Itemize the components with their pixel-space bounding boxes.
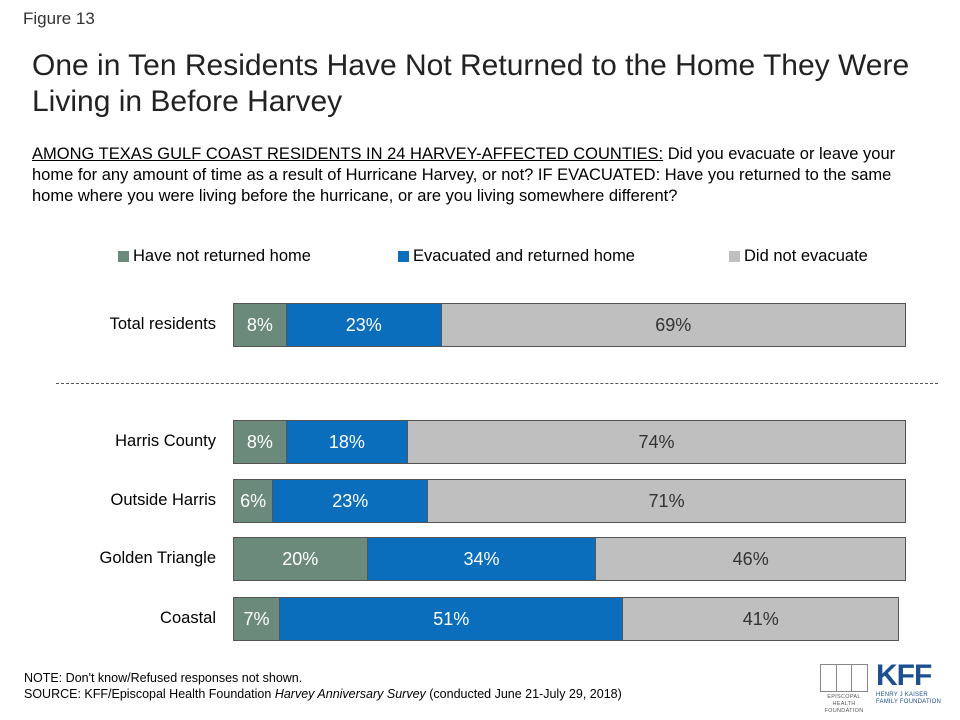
bar-segment-total-residents-not-evacuated: 69% bbox=[441, 303, 906, 347]
bar-total-residents: 8% 23% 69% bbox=[233, 303, 906, 347]
question-lead: AMONG TEXAS GULF COAST RESIDENTS IN 24 H… bbox=[32, 145, 664, 163]
legend-label-returned: Evacuated and returned home bbox=[413, 247, 635, 265]
bar-segment-golden-triangle-not-evacuated: 46% bbox=[596, 537, 906, 581]
bar-outside-harris: 6% 23% 71% bbox=[233, 479, 906, 523]
legend-item-not-evacuated: Did not evacuate bbox=[729, 247, 868, 266]
section-divider bbox=[56, 383, 938, 384]
bar-segment-outside-harris-not-evacuated: 71% bbox=[428, 479, 906, 523]
legend-swatch-not-returned bbox=[118, 251, 129, 262]
question-text: AMONG TEXAS GULF COAST RESIDENTS IN 24 H… bbox=[32, 144, 932, 207]
row-label-harris-county: Harris County bbox=[115, 432, 216, 450]
kff-logo: KFF HENRY J KAISER FAMILY FOUNDATION bbox=[876, 660, 948, 706]
bar-segment-coastal-not-evacuated: 41% bbox=[623, 597, 900, 641]
ehf-logo: EPISCOPAL HEALTH FOUNDATION bbox=[818, 664, 870, 714]
legend-swatch-not-evacuated bbox=[729, 251, 740, 262]
bar-segment-total-residents-returned: 23% bbox=[286, 303, 442, 347]
figure-label: Figure 13 bbox=[23, 9, 95, 28]
bar-segment-total-residents-not-returned: 8% bbox=[233, 303, 287, 347]
bar-segment-harris-county-not-returned: 8% bbox=[233, 420, 287, 464]
ehf-logo-mark bbox=[820, 664, 868, 692]
source-title: Harvey Anniversary Survey bbox=[274, 687, 426, 701]
chart-title: One in Ten Residents Have Not Returned t… bbox=[32, 49, 910, 118]
source-suffix: (conducted June 21-July 29, 2018) bbox=[425, 687, 622, 701]
legend-label-not-returned: Have not returned home bbox=[133, 247, 311, 265]
ehf-logo-text: EPISCOPAL HEALTH FOUNDATION bbox=[824, 694, 864, 714]
bar-segment-harris-county-not-evacuated: 74% bbox=[407, 420, 906, 464]
question-body: Did you evacuate or leave your home for … bbox=[32, 145, 896, 205]
bar-segment-golden-triangle-returned: 34% bbox=[367, 537, 597, 581]
bar-segment-golden-triangle-not-returned: 20% bbox=[233, 537, 368, 581]
bar-segment-outside-harris-not-returned: 6% bbox=[233, 479, 274, 523]
bar-segment-coastal-returned: 51% bbox=[280, 597, 624, 641]
bar-segment-outside-harris-returned: 23% bbox=[273, 479, 429, 523]
legend-item-not-returned: Have not returned home bbox=[118, 247, 311, 266]
row-label-outside-harris: Outside Harris bbox=[110, 491, 216, 509]
row-label-coastal: Coastal bbox=[160, 609, 216, 627]
footnote: NOTE: Don't know/Refused responses not s… bbox=[24, 670, 622, 702]
bar-harris-county: 8% 18% 74% bbox=[233, 420, 906, 464]
bar-segment-coastal-not-returned: 7% bbox=[233, 597, 281, 641]
source-text: SOURCE: KFF/Episcopal Health Foundation … bbox=[24, 686, 622, 702]
source-prefix: SOURCE: KFF/Episcopal Health Foundation bbox=[24, 687, 275, 701]
bar-golden-triangle: 20% 34% 46% bbox=[233, 537, 906, 581]
note-text: NOTE: Don't know/Refused responses not s… bbox=[24, 671, 303, 685]
row-label-golden-triangle: Golden Triangle bbox=[99, 549, 217, 567]
bar-coastal: 7% 51% 41% bbox=[233, 597, 900, 641]
kff-logo-mark: KFF bbox=[876, 659, 932, 692]
row-label-total-residents: Total residents bbox=[109, 315, 216, 333]
kff-logo-sub: HENRY J KAISER FAMILY FOUNDATION bbox=[876, 692, 942, 705]
legend: Have not returned home Evacuated and ret… bbox=[0, 247, 960, 267]
bar-segment-harris-county-returned: 18% bbox=[286, 420, 408, 464]
legend-item-returned: Evacuated and returned home bbox=[398, 247, 635, 266]
legend-label-not-evacuated: Did not evacuate bbox=[744, 247, 868, 265]
legend-swatch-returned bbox=[398, 251, 409, 262]
